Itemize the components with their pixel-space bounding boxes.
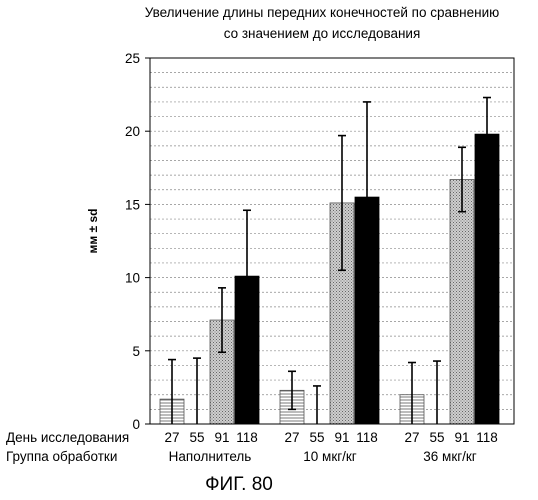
day-tick-label: 27	[164, 430, 179, 445]
day-tick-label: 27	[284, 430, 299, 445]
y-tick-label: 25	[125, 51, 140, 66]
day-tick-label: 55	[189, 430, 204, 445]
y-tick-label: 10	[125, 271, 140, 286]
bars	[160, 134, 499, 424]
day-tick-label: 118	[356, 430, 378, 445]
day-tick-label: 55	[429, 430, 444, 445]
day-tick-labels: 27 55 91 118 27 55 91 118 27 55 91 118	[164, 430, 497, 445]
y-tick-label: 0	[132, 417, 140, 432]
y-tick-label: 5	[132, 344, 140, 359]
day-tick-label: 118	[236, 430, 258, 445]
day-tick-label: 91	[334, 430, 349, 445]
group-tick-label: 10 мкг/кг	[303, 449, 357, 464]
y-axis-label: мм ± sd	[86, 208, 100, 253]
y-axis-ticks: 0 5 10 15 20 25	[125, 51, 150, 432]
day-tick-label: 91	[214, 430, 229, 445]
day-tick-label: 27	[404, 430, 419, 445]
group-tick-label: Наполнитель	[169, 449, 252, 464]
day-tick-label: 55	[309, 430, 324, 445]
chart-title-line-1: Увеличение длины передних конечностей по…	[145, 5, 499, 20]
figure-label: ФИГ. 80	[205, 474, 273, 495]
y-tick-label: 15	[125, 197, 140, 212]
group-row-label: Группа обработки	[6, 449, 117, 464]
bar	[450, 180, 474, 424]
day-row-label: День исследования	[6, 430, 129, 445]
day-tick-label: 118	[476, 430, 498, 445]
day-tick-label: 91	[454, 430, 469, 445]
chart-title-line-2: со значением до исследования	[224, 26, 421, 41]
y-tick-label: 20	[125, 124, 140, 139]
group-tick-label: 36 мкг/кг	[423, 449, 477, 464]
group-tick-labels: Наполнитель 10 мкг/кг 36 мкг/кг	[169, 449, 477, 464]
bar	[475, 134, 499, 424]
